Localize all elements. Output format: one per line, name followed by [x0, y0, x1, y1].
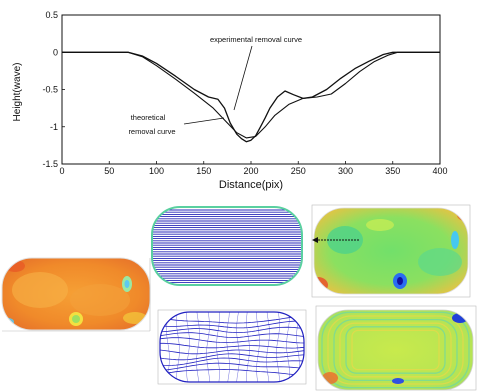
x-tick-label: 200	[243, 166, 258, 176]
x-tick-label: 300	[338, 166, 353, 176]
x-tick-label: 100	[149, 166, 164, 176]
series-line-experimental	[62, 51, 440, 143]
contour-cross-line	[246, 312, 250, 382]
y-axis-label: Height(wave)	[12, 63, 23, 122]
contour-line	[160, 337, 304, 344]
series-layer	[62, 51, 440, 143]
result-map-green	[311, 204, 471, 298]
x-tick-label: 150	[196, 166, 211, 176]
x-tick-label: 350	[385, 166, 400, 176]
left-error-map	[1, 257, 151, 332]
annotation-theoretical-1: theoretical	[131, 113, 166, 122]
contour-cross-line	[216, 312, 220, 382]
contour-line	[160, 315, 304, 324]
x-axis-label: Distance(pix)	[219, 179, 283, 191]
annotation-experimental: experimental removal curve	[210, 35, 302, 44]
contour-line	[160, 369, 304, 377]
contour-lines	[160, 312, 304, 382]
contour-cross-line	[276, 312, 280, 382]
residual-rings	[321, 311, 470, 389]
x-axis: 0 50 100 150 200 250 300 350 400	[59, 161, 448, 176]
pointer-arrow-head	[312, 237, 318, 243]
contour-cross-line	[236, 312, 240, 382]
residual-map	[315, 305, 477, 391]
contour-line	[160, 342, 304, 349]
contour-cross-line	[196, 312, 200, 382]
annotation-theoretical-2: removal curve	[128, 127, 175, 136]
annotation-arrow-theoretical	[183, 117, 225, 125]
contour-line	[160, 332, 304, 338]
contour-cross-line	[186, 312, 190, 382]
contour-line	[160, 349, 304, 355]
residual-ring	[351, 329, 440, 371]
contour-cross-line	[176, 312, 180, 382]
x-tick-label: 400	[432, 166, 447, 176]
removal-curve-chart: 0 50 100 150 200 250 300 350 400 0.50-0.5-1-1.5 …	[12, 10, 448, 191]
contour-cross-line	[286, 312, 290, 382]
contour-cross-line	[266, 312, 270, 382]
y-tick-label: -1.5	[42, 159, 58, 169]
residual-ring	[321, 311, 470, 389]
contour-line	[160, 362, 304, 371]
residual-ring	[327, 315, 464, 385]
raster-lines	[152, 209, 302, 284]
series-line-theoretical	[62, 51, 440, 139]
y-tick-label: -0.5	[42, 85, 58, 95]
spiral-contour-path	[157, 309, 307, 385]
contour-cross-line	[256, 312, 260, 382]
y-tick-label: 0.5	[45, 10, 58, 20]
contour-cross-line	[206, 312, 210, 382]
y-tick-label: 0	[53, 47, 58, 57]
contour-cross-line	[226, 312, 230, 382]
residual-ring	[339, 322, 452, 378]
y-tick-label: -1	[50, 122, 58, 132]
x-tick-label: 50	[104, 166, 114, 176]
residual-ring	[345, 326, 446, 374]
annotation-arrow-experimental	[233, 45, 253, 111]
contour-line	[160, 353, 304, 361]
x-tick-label: 0	[59, 166, 64, 176]
x-tick-label: 250	[291, 166, 306, 176]
contour-line	[160, 357, 304, 366]
raster-scan-path	[151, 206, 303, 286]
